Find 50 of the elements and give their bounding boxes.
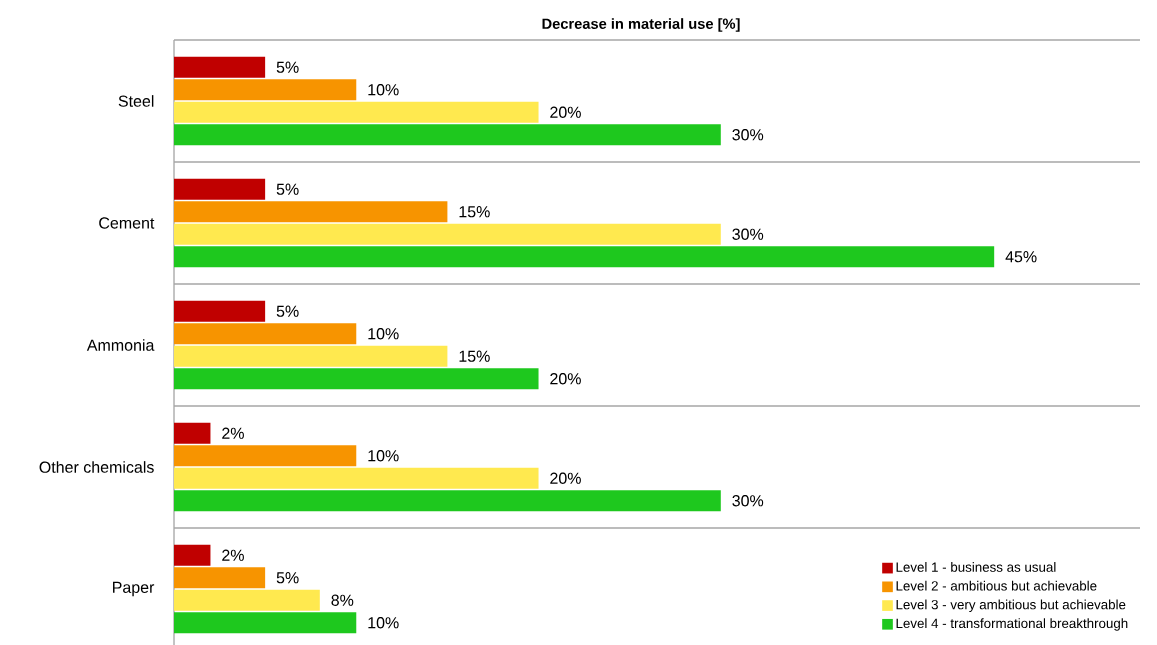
bar <box>174 79 357 101</box>
legend-label: Level 2 - ambitious but achievable <box>896 580 1097 591</box>
data-label: 15% <box>459 206 490 218</box>
y-tick-label: Other chemicals <box>39 461 154 473</box>
y-tick-label: Steel <box>118 95 154 107</box>
data-label: 30% <box>732 495 764 507</box>
data-label: 30% <box>732 228 764 240</box>
data-label: 20% <box>550 472 581 484</box>
bar <box>174 467 539 489</box>
bar <box>174 368 539 390</box>
data-label: 15% <box>459 350 490 362</box>
data-label: 5% <box>276 305 299 317</box>
y-tick-label: Paper <box>113 581 155 597</box>
bar <box>174 567 266 589</box>
data-label: 10% <box>368 328 399 340</box>
data-label: 2% <box>222 549 244 561</box>
bar <box>174 201 448 223</box>
bar <box>174 178 266 200</box>
data-label: 20% <box>550 373 581 385</box>
data-label: 30% <box>732 129 764 141</box>
data-label: 8% <box>331 594 354 606</box>
bar <box>174 124 721 146</box>
bar <box>174 612 357 634</box>
data-label: 5% <box>276 572 299 584</box>
bar <box>174 56 266 78</box>
bar <box>174 345 448 367</box>
legend-label: Level 3 - very ambitious but achievable <box>896 599 1126 612</box>
data-label: 5% <box>276 61 299 73</box>
bar <box>174 300 266 322</box>
bar <box>174 223 721 245</box>
y-tick-label: Cement <box>99 217 155 229</box>
bar <box>174 422 211 444</box>
bar <box>174 589 320 611</box>
bar <box>174 445 357 467</box>
y-tick-label: Ammonia <box>86 339 155 351</box>
bar <box>174 323 357 345</box>
bar <box>174 544 211 566</box>
data-label: 10% <box>368 617 399 629</box>
bar <box>174 490 721 512</box>
legend-label: Level 1 - business as usual <box>896 562 1056 572</box>
legend-label: Level 4 - transformational breakthrough <box>896 618 1128 631</box>
data-label: 5% <box>276 183 299 195</box>
bar <box>174 101 539 123</box>
data-label: 20% <box>550 106 581 118</box>
data-label: 45% <box>1005 251 1037 263</box>
bar <box>174 246 995 268</box>
data-label: 10% <box>368 450 399 462</box>
chart-title: Decrease in material use [%] <box>542 18 740 32</box>
data-label: 10% <box>368 84 399 96</box>
data-label: 2% <box>222 427 244 439</box>
